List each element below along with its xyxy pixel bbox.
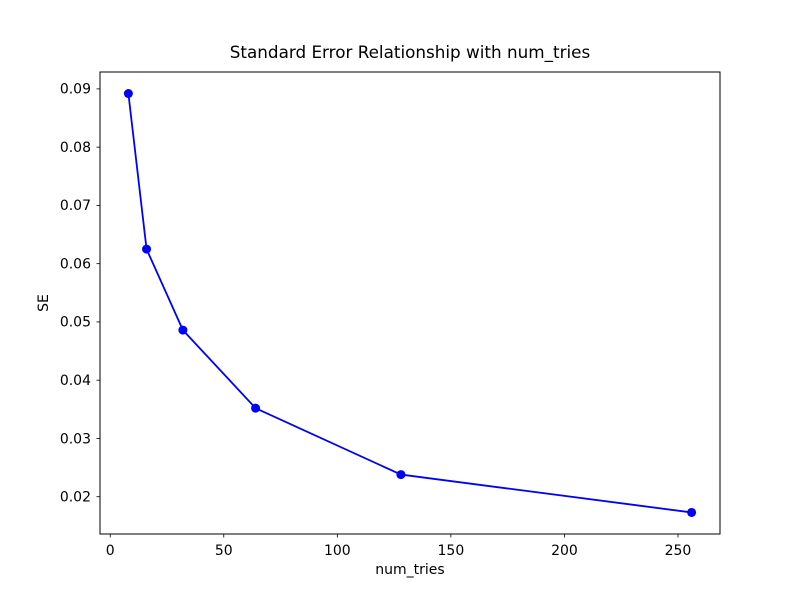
y-tick-label: 0.03	[60, 431, 91, 447]
y-axis-label: SE	[36, 294, 52, 312]
x-axis-label: num_tries	[375, 562, 444, 578]
plot-border	[99, 71, 721, 535]
data-point	[687, 507, 697, 517]
data-point	[396, 470, 406, 480]
y-tick-label: 0.06	[60, 256, 91, 272]
data-point	[178, 325, 188, 335]
data-point	[123, 89, 133, 99]
x-tick-label: 250	[665, 543, 692, 559]
data-point	[251, 403, 261, 413]
y-tick-label: 0.05	[60, 315, 91, 331]
chart-title: Standard Error Relationship with num_tri…	[230, 42, 590, 63]
data-line	[127, 93, 692, 514]
plot-area: 0 50 100 150 200 250 0.02 0.03 0.04 0.05 0.06 0.07 0…	[60, 71, 721, 559]
y-tick-label: 0.09	[60, 82, 91, 98]
y-tick-label: 0.08	[60, 140, 91, 156]
data-point	[142, 244, 152, 254]
y-tick-label: 0.07	[60, 198, 91, 214]
x-tick-label: 0	[106, 543, 115, 559]
x-tick-label: 50	[215, 543, 233, 559]
x-tick-label: 100	[324, 543, 351, 559]
x-tick-label: 150	[438, 543, 465, 559]
y-tick-label: 0.04	[60, 373, 91, 389]
x-tick-label: 200	[551, 543, 578, 559]
y-tick-label: 0.02	[60, 490, 91, 506]
